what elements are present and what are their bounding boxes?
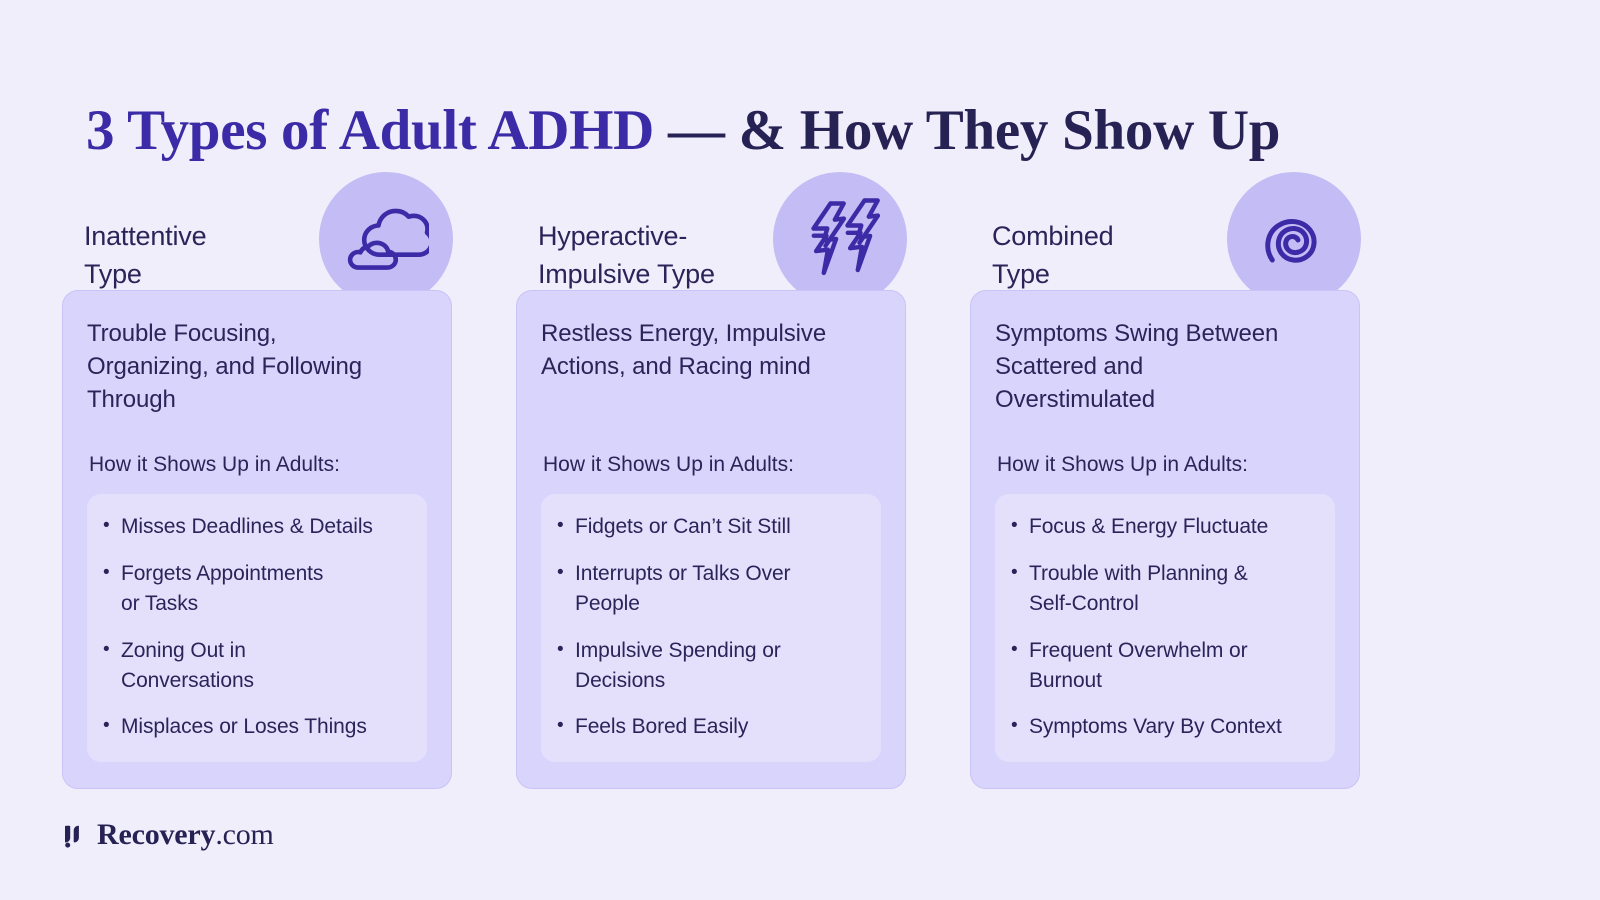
list-item: Forgets Appointments or Tasks bbox=[101, 559, 409, 619]
card-subheading: How it Shows Up in Adults: bbox=[89, 453, 340, 476]
symptom-list: Fidgets or Can’t Sit Still Interrupts or… bbox=[555, 512, 863, 742]
lightning-bolts-icon bbox=[773, 172, 907, 306]
symptom-list-box: Focus & Energy Fluctuate Trouble with Pl… bbox=[995, 494, 1335, 763]
list-item: Fidgets or Can’t Sit Still bbox=[555, 512, 863, 542]
page-title-secondary: — & How They Show Up bbox=[668, 99, 1281, 163]
column-title: Combined Type bbox=[992, 221, 1114, 289]
logo-tld: .com bbox=[215, 818, 274, 851]
type-column-combined: Combined Type Symptoms Swing Between Sca… bbox=[970, 172, 1361, 790]
column-title: Inattentive Type bbox=[84, 221, 207, 289]
list-item: Zoning Out in Conversations bbox=[101, 636, 409, 696]
list-item: Interrupts or Talks Over People bbox=[555, 559, 863, 619]
list-item: Focus & Energy Fluctuate bbox=[1009, 512, 1317, 542]
symptom-list: Focus & Energy Fluctuate Trouble with Pl… bbox=[1009, 512, 1317, 742]
card-subheading: How it Shows Up in Adults: bbox=[543, 453, 794, 476]
list-item: Symptoms Vary By Context bbox=[1009, 712, 1317, 742]
list-item: Misplaces or Loses Things bbox=[101, 712, 409, 742]
type-card: Restless Energy, Impulsive Actions, and … bbox=[516, 290, 906, 790]
symptom-list-box: Misses Deadlines & Details Forgets Appoi… bbox=[87, 494, 427, 763]
spiral-icon bbox=[1227, 172, 1361, 306]
type-column-hyperactive-impulsive: Hyperactive- Impulsive Type Restless Ene… bbox=[516, 172, 907, 790]
card-subheading: How it Shows Up in Adults: bbox=[997, 453, 1248, 476]
type-card: Symptoms Swing Between Scattered and Ove… bbox=[970, 290, 1360, 790]
recovery-leaf-mark-icon bbox=[62, 822, 88, 848]
list-item: Misses Deadlines & Details bbox=[101, 512, 409, 542]
column-title: Hyperactive- Impulsive Type bbox=[538, 221, 715, 289]
recovery-logo[interactable]: Recovery.com bbox=[62, 818, 274, 852]
page-title-main: 3 Types of Adult ADHD bbox=[86, 99, 668, 163]
types-grid: Inattentive Type Trouble Focusing, Organ… bbox=[62, 172, 1540, 790]
list-item: Trouble with Planning & Self-Control bbox=[1009, 559, 1317, 619]
symptom-list-box: Fidgets or Can’t Sit Still Interrupts or… bbox=[541, 494, 881, 763]
symptom-list: Misses Deadlines & Details Forgets Appoi… bbox=[101, 512, 409, 742]
column-header: Combined Type bbox=[970, 172, 1361, 306]
list-item: Feels Bored Easily bbox=[555, 712, 863, 742]
column-header: Inattentive Type bbox=[62, 172, 453, 306]
logo-wordmark: Recovery.com bbox=[97, 818, 274, 852]
page-title: 3 Types of Adult ADHD — & How They Show … bbox=[86, 98, 1280, 164]
card-heading: Trouble Focusing, Organizing, and Follow… bbox=[87, 320, 362, 414]
clouds-icon bbox=[319, 172, 453, 306]
list-item: Frequent Overwhelm or Burnout bbox=[1009, 636, 1317, 696]
column-header: Hyperactive- Impulsive Type bbox=[516, 172, 907, 306]
list-item: Impulsive Spending or Decisions bbox=[555, 636, 863, 696]
card-heading: Restless Energy, Impulsive Actions, and … bbox=[541, 320, 827, 381]
logo-brand: Recovery bbox=[97, 818, 216, 851]
type-column-inattentive: Inattentive Type Trouble Focusing, Organ… bbox=[62, 172, 453, 790]
card-heading: Symptoms Swing Between Scattered and Ove… bbox=[995, 320, 1279, 414]
type-card: Trouble Focusing, Organizing, and Follow… bbox=[62, 290, 452, 790]
